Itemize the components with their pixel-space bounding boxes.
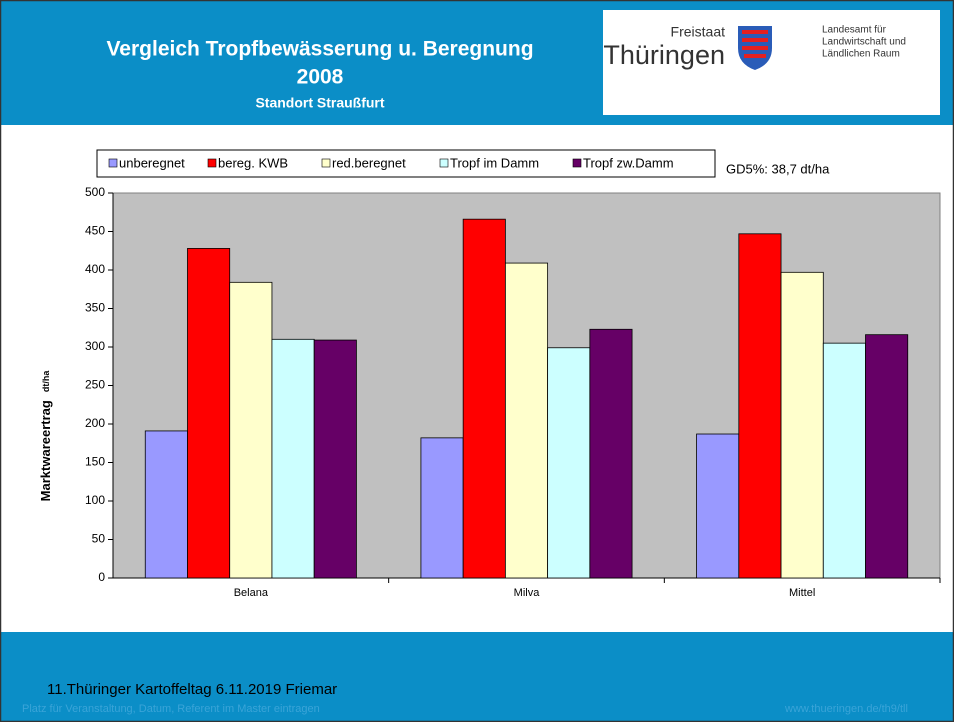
y-tick-label: 250 <box>85 378 105 392</box>
bar <box>738 233 782 579</box>
y-tick-label: 350 <box>85 301 105 315</box>
title-line: 2008 <box>297 66 344 89</box>
logo-text: Ländlichen Raum <box>822 49 900 60</box>
legend-swatch <box>321 158 331 168</box>
bar <box>271 338 315 579</box>
logo-top: Freistaat <box>671 24 726 40</box>
bar <box>144 430 188 579</box>
legend-label: bereg. KWB <box>218 155 288 170</box>
legend-swatch <box>108 158 118 168</box>
bar <box>547 347 591 579</box>
y-tick-label: 400 <box>85 262 105 276</box>
bar <box>865 334 909 579</box>
logo-name: Thüringen <box>603 40 725 70</box>
legend-swatch <box>439 158 449 168</box>
footer-placeholder: Platz für Veranstaltung, Datum, Referent… <box>22 703 320 715</box>
y-tick-label: 150 <box>85 455 105 469</box>
legend-swatch <box>207 158 217 168</box>
footer-band <box>0 632 954 722</box>
legend-label: Tropf zw.Damm <box>583 155 674 170</box>
footer-url: www.thueringen.de/th9/tll <box>784 703 908 715</box>
logo-text: Landwirtschaft und <box>822 37 906 48</box>
bar <box>780 271 824 579</box>
y-axis-label: Marktwareertrag dt/ha <box>38 370 53 502</box>
bar <box>420 437 464 579</box>
y-tick-label: 200 <box>85 416 105 430</box>
y-axis-label-main: Marktwareertrag <box>38 400 53 501</box>
legend-label: unberegnet <box>119 155 185 170</box>
y-axis-label-unit: dt/ha <box>41 370 51 392</box>
coat-of-arms <box>738 26 772 70</box>
x-tick-label: Milva <box>514 587 541 599</box>
logo-text: Landesamt für <box>822 25 887 36</box>
legend-label: Tropf im Damm <box>450 155 539 170</box>
bar <box>822 342 866 579</box>
bar <box>313 339 357 579</box>
x-tick-label: Mittel <box>789 587 815 599</box>
annotation: GD5%: 38,7 dt/ha <box>726 161 830 176</box>
y-tick-label: 450 <box>85 224 105 238</box>
y-tick-label: 0 <box>98 570 105 584</box>
y-tick-label: 50 <box>92 532 106 546</box>
bar <box>504 262 549 579</box>
footer-event: 11.Thüringer Kartoffeltag 6.11.2019 Frie… <box>47 681 337 698</box>
y-tick-label: 300 <box>85 339 105 353</box>
y-tick-label: 100 <box>85 493 105 507</box>
title-line: Vergleich Tropfbewässerung u. Beregnung <box>106 38 533 61</box>
bar <box>589 328 633 579</box>
subtitle: Standort Straußfurt <box>255 95 384 111</box>
bar <box>696 433 740 579</box>
legend-swatch <box>572 158 582 168</box>
bar <box>187 248 231 579</box>
legend <box>96 149 716 178</box>
y-tick-label: 500 <box>85 185 105 199</box>
legend-label: red.beregnet <box>332 155 406 170</box>
x-tick-label: Belana <box>234 587 269 599</box>
bar <box>462 218 506 579</box>
bar <box>229 281 273 579</box>
